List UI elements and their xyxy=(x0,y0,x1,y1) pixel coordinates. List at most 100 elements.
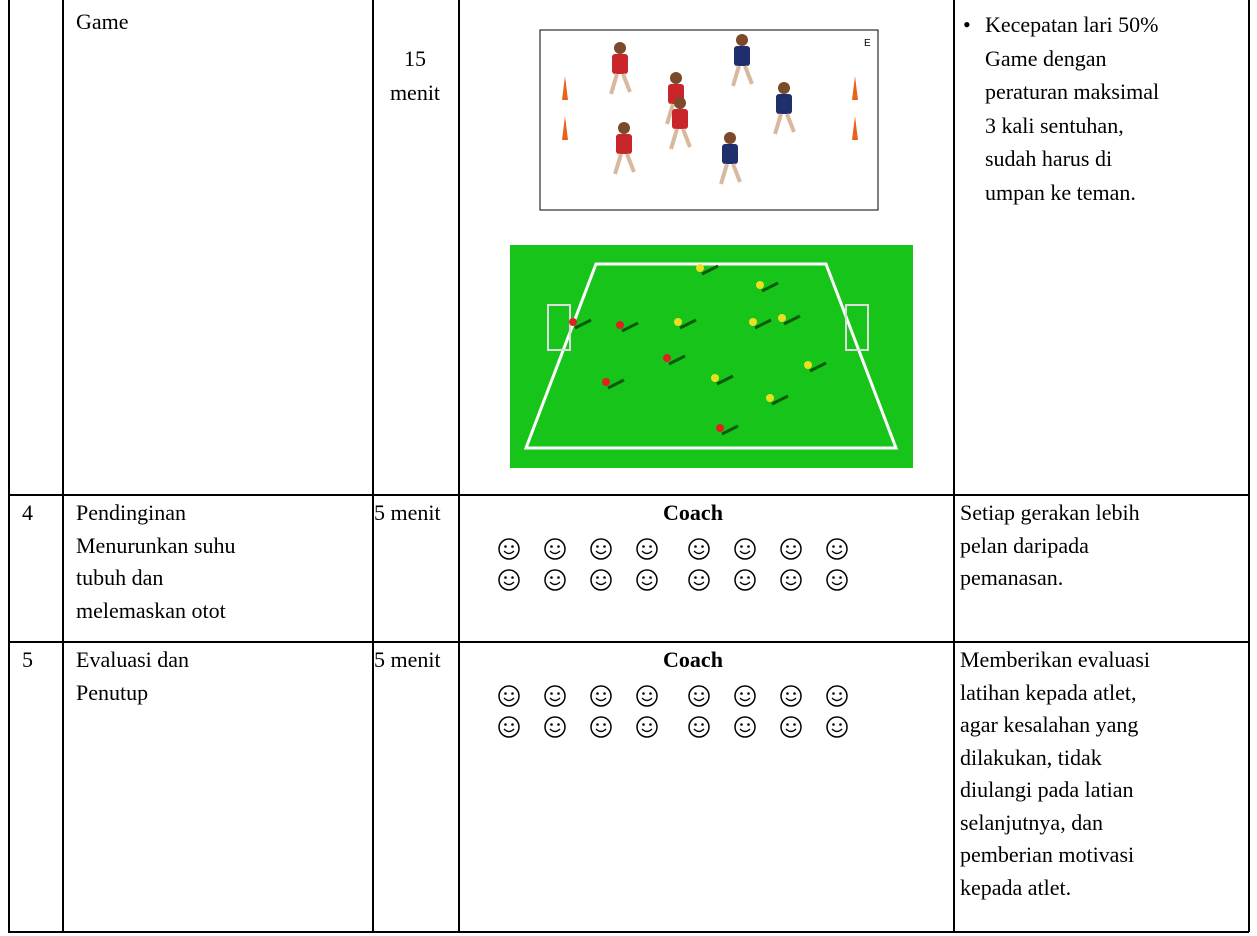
shape xyxy=(642,576,645,579)
border xyxy=(8,494,1249,496)
shape xyxy=(503,728,515,733)
shape xyxy=(739,728,751,733)
shape xyxy=(734,46,750,66)
shape xyxy=(544,716,566,738)
shape xyxy=(595,581,607,586)
text-line: Memberikan evaluasi xyxy=(960,647,1150,672)
shape xyxy=(778,314,786,322)
shape xyxy=(642,692,645,695)
shape xyxy=(832,723,835,726)
shape xyxy=(621,73,632,93)
shape xyxy=(739,581,751,586)
shape xyxy=(670,72,682,84)
shape xyxy=(674,318,682,326)
shape xyxy=(596,545,599,548)
shape xyxy=(498,569,520,591)
text-line: latihan kepada atlet, xyxy=(960,679,1137,705)
shape xyxy=(776,94,792,114)
coach-label: Coach xyxy=(663,500,723,525)
text-line: agar kesalahan yang xyxy=(960,712,1139,737)
shape xyxy=(739,550,751,555)
shape xyxy=(773,113,783,135)
shape xyxy=(649,545,652,548)
shape xyxy=(641,550,653,555)
shape xyxy=(498,685,520,707)
shape xyxy=(672,109,688,129)
shape xyxy=(785,113,796,133)
shape xyxy=(642,723,645,726)
shape xyxy=(722,144,738,164)
shape xyxy=(688,685,710,707)
shape xyxy=(614,42,626,54)
text-line: 3 kali sentuhan, xyxy=(985,112,1124,138)
shape xyxy=(831,728,843,733)
shape xyxy=(786,576,789,579)
shape xyxy=(557,576,560,579)
shape xyxy=(549,581,561,586)
shape xyxy=(785,550,797,555)
duration: 5 menit xyxy=(374,647,441,672)
shape xyxy=(596,576,599,579)
shape xyxy=(549,697,561,702)
shape xyxy=(783,314,801,326)
shape xyxy=(603,692,606,695)
shape xyxy=(785,697,797,702)
duration: 5 menit xyxy=(374,500,441,525)
shape xyxy=(832,692,835,695)
shape xyxy=(786,692,789,695)
shape xyxy=(557,723,560,726)
shape xyxy=(636,716,658,738)
shape xyxy=(734,569,756,591)
shape xyxy=(636,538,658,560)
shape xyxy=(511,692,514,695)
shape xyxy=(596,723,599,726)
notes: Setiap gerakan lebih pelan daripada pemana… xyxy=(960,497,1140,595)
shape xyxy=(826,538,848,560)
shape xyxy=(590,716,612,738)
shape xyxy=(688,538,710,560)
shape xyxy=(503,697,515,702)
shape xyxy=(498,538,520,560)
shape xyxy=(826,716,848,738)
shape xyxy=(688,716,710,738)
shape xyxy=(724,132,736,144)
text-line: selanjutnya, dan xyxy=(960,809,1103,835)
shape xyxy=(747,576,750,579)
shape xyxy=(793,576,796,579)
shape xyxy=(739,697,751,702)
shape xyxy=(625,153,636,173)
shape xyxy=(603,576,606,579)
shape xyxy=(569,318,577,326)
text-line: Game dengan xyxy=(985,45,1107,71)
border xyxy=(8,641,1249,643)
shape xyxy=(839,723,842,726)
smiley-formations xyxy=(498,538,848,738)
shape xyxy=(749,318,757,326)
text-line: umpan ke teman. xyxy=(985,179,1136,205)
shape xyxy=(641,581,653,586)
field-picture xyxy=(510,245,913,468)
shape xyxy=(603,723,606,726)
shape xyxy=(596,692,599,695)
shape xyxy=(544,538,566,560)
activity: Game xyxy=(76,6,129,39)
shape xyxy=(701,264,719,276)
shape xyxy=(694,723,697,726)
shape xyxy=(831,550,843,555)
shape xyxy=(696,264,704,272)
shape xyxy=(731,65,741,87)
shape xyxy=(786,723,789,726)
shape xyxy=(549,550,561,555)
shape xyxy=(736,34,748,46)
shape xyxy=(785,581,797,586)
shape xyxy=(743,65,754,85)
shape xyxy=(636,569,658,591)
shape xyxy=(636,685,658,707)
text-line: tubuh dan xyxy=(76,565,164,590)
border xyxy=(372,0,374,932)
text-line: Setiap gerakan lebih xyxy=(960,500,1140,525)
shape xyxy=(701,723,704,726)
shape xyxy=(674,97,686,109)
drill-picture: E xyxy=(539,29,879,211)
shape xyxy=(550,545,553,548)
